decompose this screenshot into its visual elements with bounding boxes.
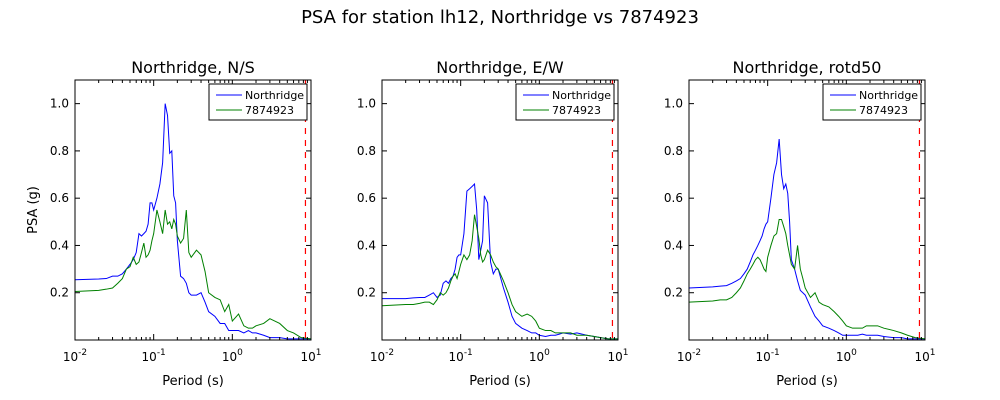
x-axis-label: Period (s)	[162, 374, 224, 389]
y-tick-label: 1.0	[357, 97, 376, 111]
y-tick-label: 1.0	[664, 97, 683, 111]
y-tick-label: 0.2	[357, 286, 376, 300]
series-line-northridge	[688, 139, 925, 340]
y-axis-label: PSA (g)	[26, 186, 41, 234]
legend-label-7874923: 7874923	[245, 104, 294, 117]
chart-panel-3: Northridge, rotd50 0.2 0.4 0.6 0.8 1.0 10-2 10-…	[664, 58, 936, 389]
series-line-northridge	[74, 103, 311, 340]
legend: Northridge 7874923	[822, 83, 922, 121]
x-tick-label: 101	[300, 348, 321, 364]
axes-frame	[688, 79, 926, 341]
axes-frame	[74, 79, 312, 341]
x-tick-label: 10-2	[677, 348, 701, 364]
legend-label-7874923: 7874923	[552, 104, 601, 117]
y-tick-label: 0.4	[664, 238, 683, 252]
x-axis-label: Period (s)	[776, 374, 838, 389]
y-tick-label: 1.0	[50, 97, 69, 111]
axes-frame	[381, 79, 619, 341]
x-tick-label: 100	[529, 348, 550, 364]
legend-box	[515, 83, 615, 121]
legend-box	[208, 83, 308, 121]
y-tick-label: 0.8	[664, 144, 683, 158]
x-tick-label: 10-1	[449, 348, 473, 364]
panel-title: Northridge, rotd50	[733, 58, 882, 77]
y-tick-label: 0.8	[50, 144, 69, 158]
y-tick-label: 0.6	[50, 191, 69, 205]
y-tick-label: 0.2	[50, 286, 69, 300]
y-tick-label: 0.8	[357, 144, 376, 158]
y-tick-label: 0.2	[664, 286, 683, 300]
panel-title: Northridge, N/S	[131, 58, 255, 77]
legend: Northridge 7874923	[208, 83, 308, 121]
series-line-7874923	[688, 218, 926, 340]
legend: Northridge 7874923	[515, 83, 615, 121]
y-tick-label: 0.6	[664, 191, 683, 205]
x-axis-label: Period (s)	[469, 374, 531, 389]
series-line-7874923	[381, 214, 618, 340]
x-tick-label: 10-2	[63, 348, 87, 364]
y-tick-label: 0.4	[50, 238, 69, 252]
legend-label-northridge: Northridge	[552, 89, 611, 102]
legend-label-northridge: Northridge	[859, 89, 918, 102]
subplots: Northridge, N/S 0.2 0.4 0.6 0.8 1.0 10-2 10-1 10…	[26, 58, 936, 389]
legend-label-northridge: Northridge	[245, 89, 304, 102]
x-tick-label: 10-1	[142, 348, 166, 364]
x-tick-label: 10-2	[370, 348, 394, 364]
x-tick-label: 100	[836, 348, 857, 364]
chart-panel-1: Northridge, N/S 0.2 0.4 0.6 0.8 1.0 10-2 10-1 10…	[26, 58, 322, 389]
x-tick-label: 101	[607, 348, 628, 364]
y-tick-label: 0.4	[357, 238, 376, 252]
legend-label-7874923: 7874923	[859, 104, 908, 117]
figure-title: PSA for station lh12, Northridge vs 7874…	[301, 7, 699, 28]
x-tick-label: 101	[914, 348, 935, 364]
legend-box	[822, 83, 922, 121]
chart-panel-2: Northridge, E/W 0.2 0.4 0.6 0.8 1.0 10-2 10-1 10…	[357, 58, 629, 389]
series-line-7874923	[74, 209, 312, 340]
x-tick-label: 10-1	[756, 348, 780, 364]
x-tick-label: 100	[222, 348, 243, 364]
y-tick-label: 0.6	[357, 191, 376, 205]
series-line-northridge	[382, 182, 618, 340]
panel-title: Northridge, E/W	[436, 58, 564, 77]
